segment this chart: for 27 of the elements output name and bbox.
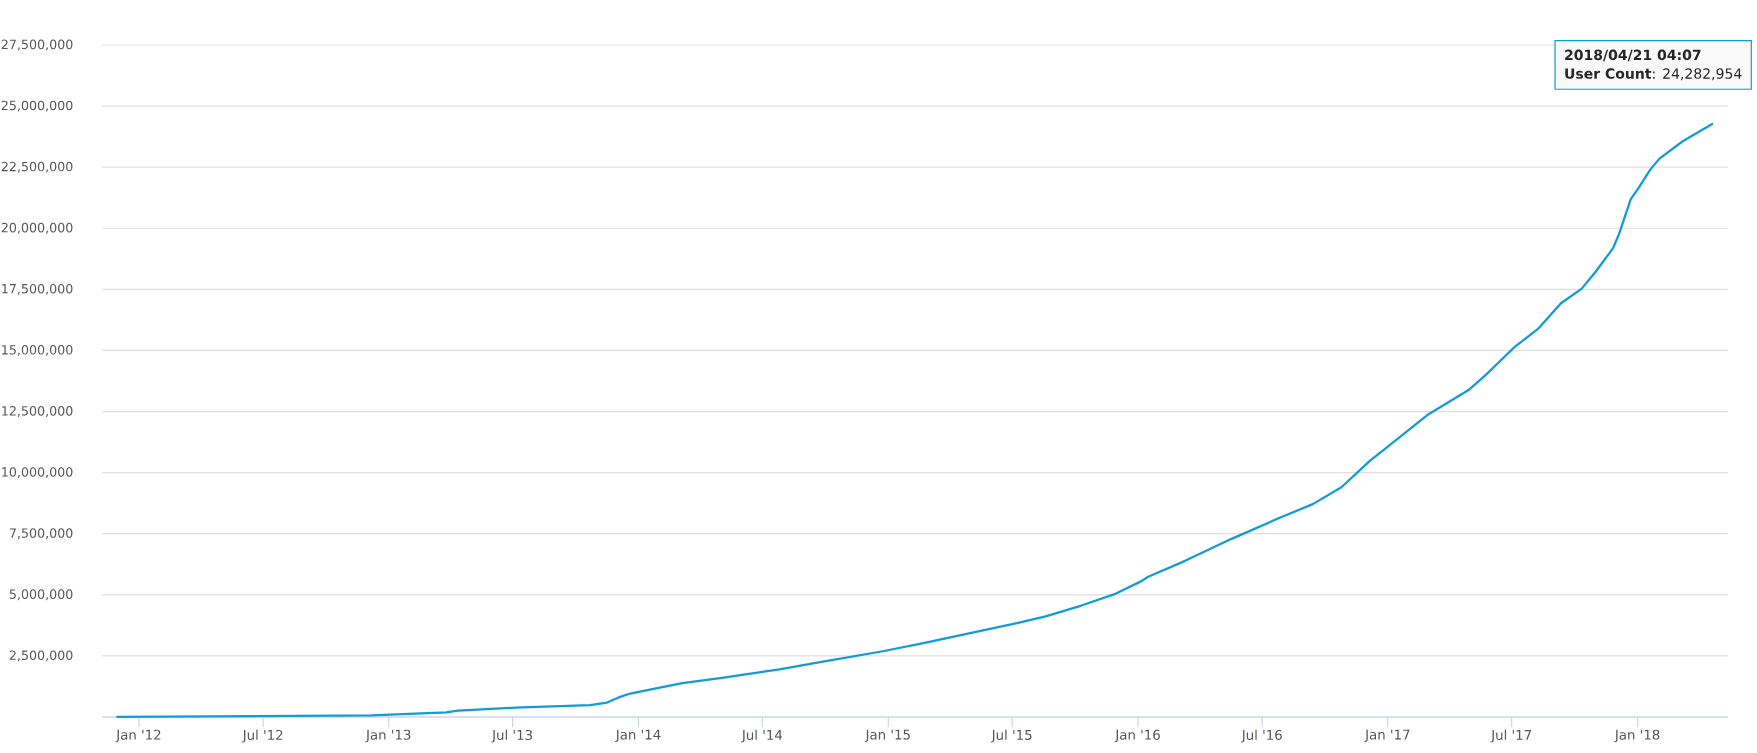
y-tick-label: 5,000,000 (9, 589, 73, 601)
y-tick-label: 25,000,000 (1, 100, 73, 112)
y-tick-label: 7,500,000 (9, 528, 73, 540)
x-tick-label: Jul '17 (1490, 729, 1532, 743)
annotation: User Count: 24,282,954 (1565, 68, 1742, 81)
x-tick-label: Jul '16 (1241, 729, 1282, 743)
y-tick-label: 17,500,000 (2, 283, 73, 295)
y-tick-label: 20,000,000 (1, 222, 73, 234)
x-tick-label: Jan '13 (365, 729, 411, 743)
y-tick-label: 2,500,000 (9, 650, 73, 662)
y-tick-label: 22,500,000 (1, 161, 73, 173)
x-tick-label: Jul '13 (491, 729, 533, 743)
line-series (115, 122, 1715, 719)
x-tick-label: Jan '12 (115, 729, 161, 743)
x-tick-label: Jan '18 (1614, 729, 1660, 743)
x-tick-label: Jan '17 (1364, 729, 1410, 743)
x-tick-label: Jan '15 (864, 729, 910, 743)
x-tick-label: Jan '14 (615, 729, 661, 743)
y-tick-label: 12,500,000 (2, 406, 73, 417)
x-tick-label: Jul '12 (242, 729, 283, 743)
annotation: 2018/04/21 04:07 (1565, 49, 1701, 62)
x-tick-label: Jan '16 (1114, 729, 1160, 743)
y-tick-label: 15,000,000 (2, 345, 73, 356)
x-tick-label: Jul '14 (741, 729, 783, 743)
x-tick-label: Jul '15 (990, 729, 1032, 743)
y-tick-label: 10,000,000 (2, 467, 73, 479)
y-tick-label: 27,500,000 (1, 39, 73, 51)
